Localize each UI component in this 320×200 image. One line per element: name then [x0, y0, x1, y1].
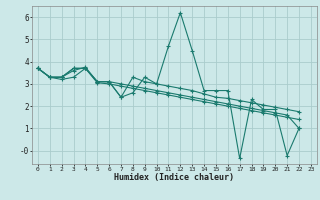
X-axis label: Humidex (Indice chaleur): Humidex (Indice chaleur) — [115, 173, 234, 182]
